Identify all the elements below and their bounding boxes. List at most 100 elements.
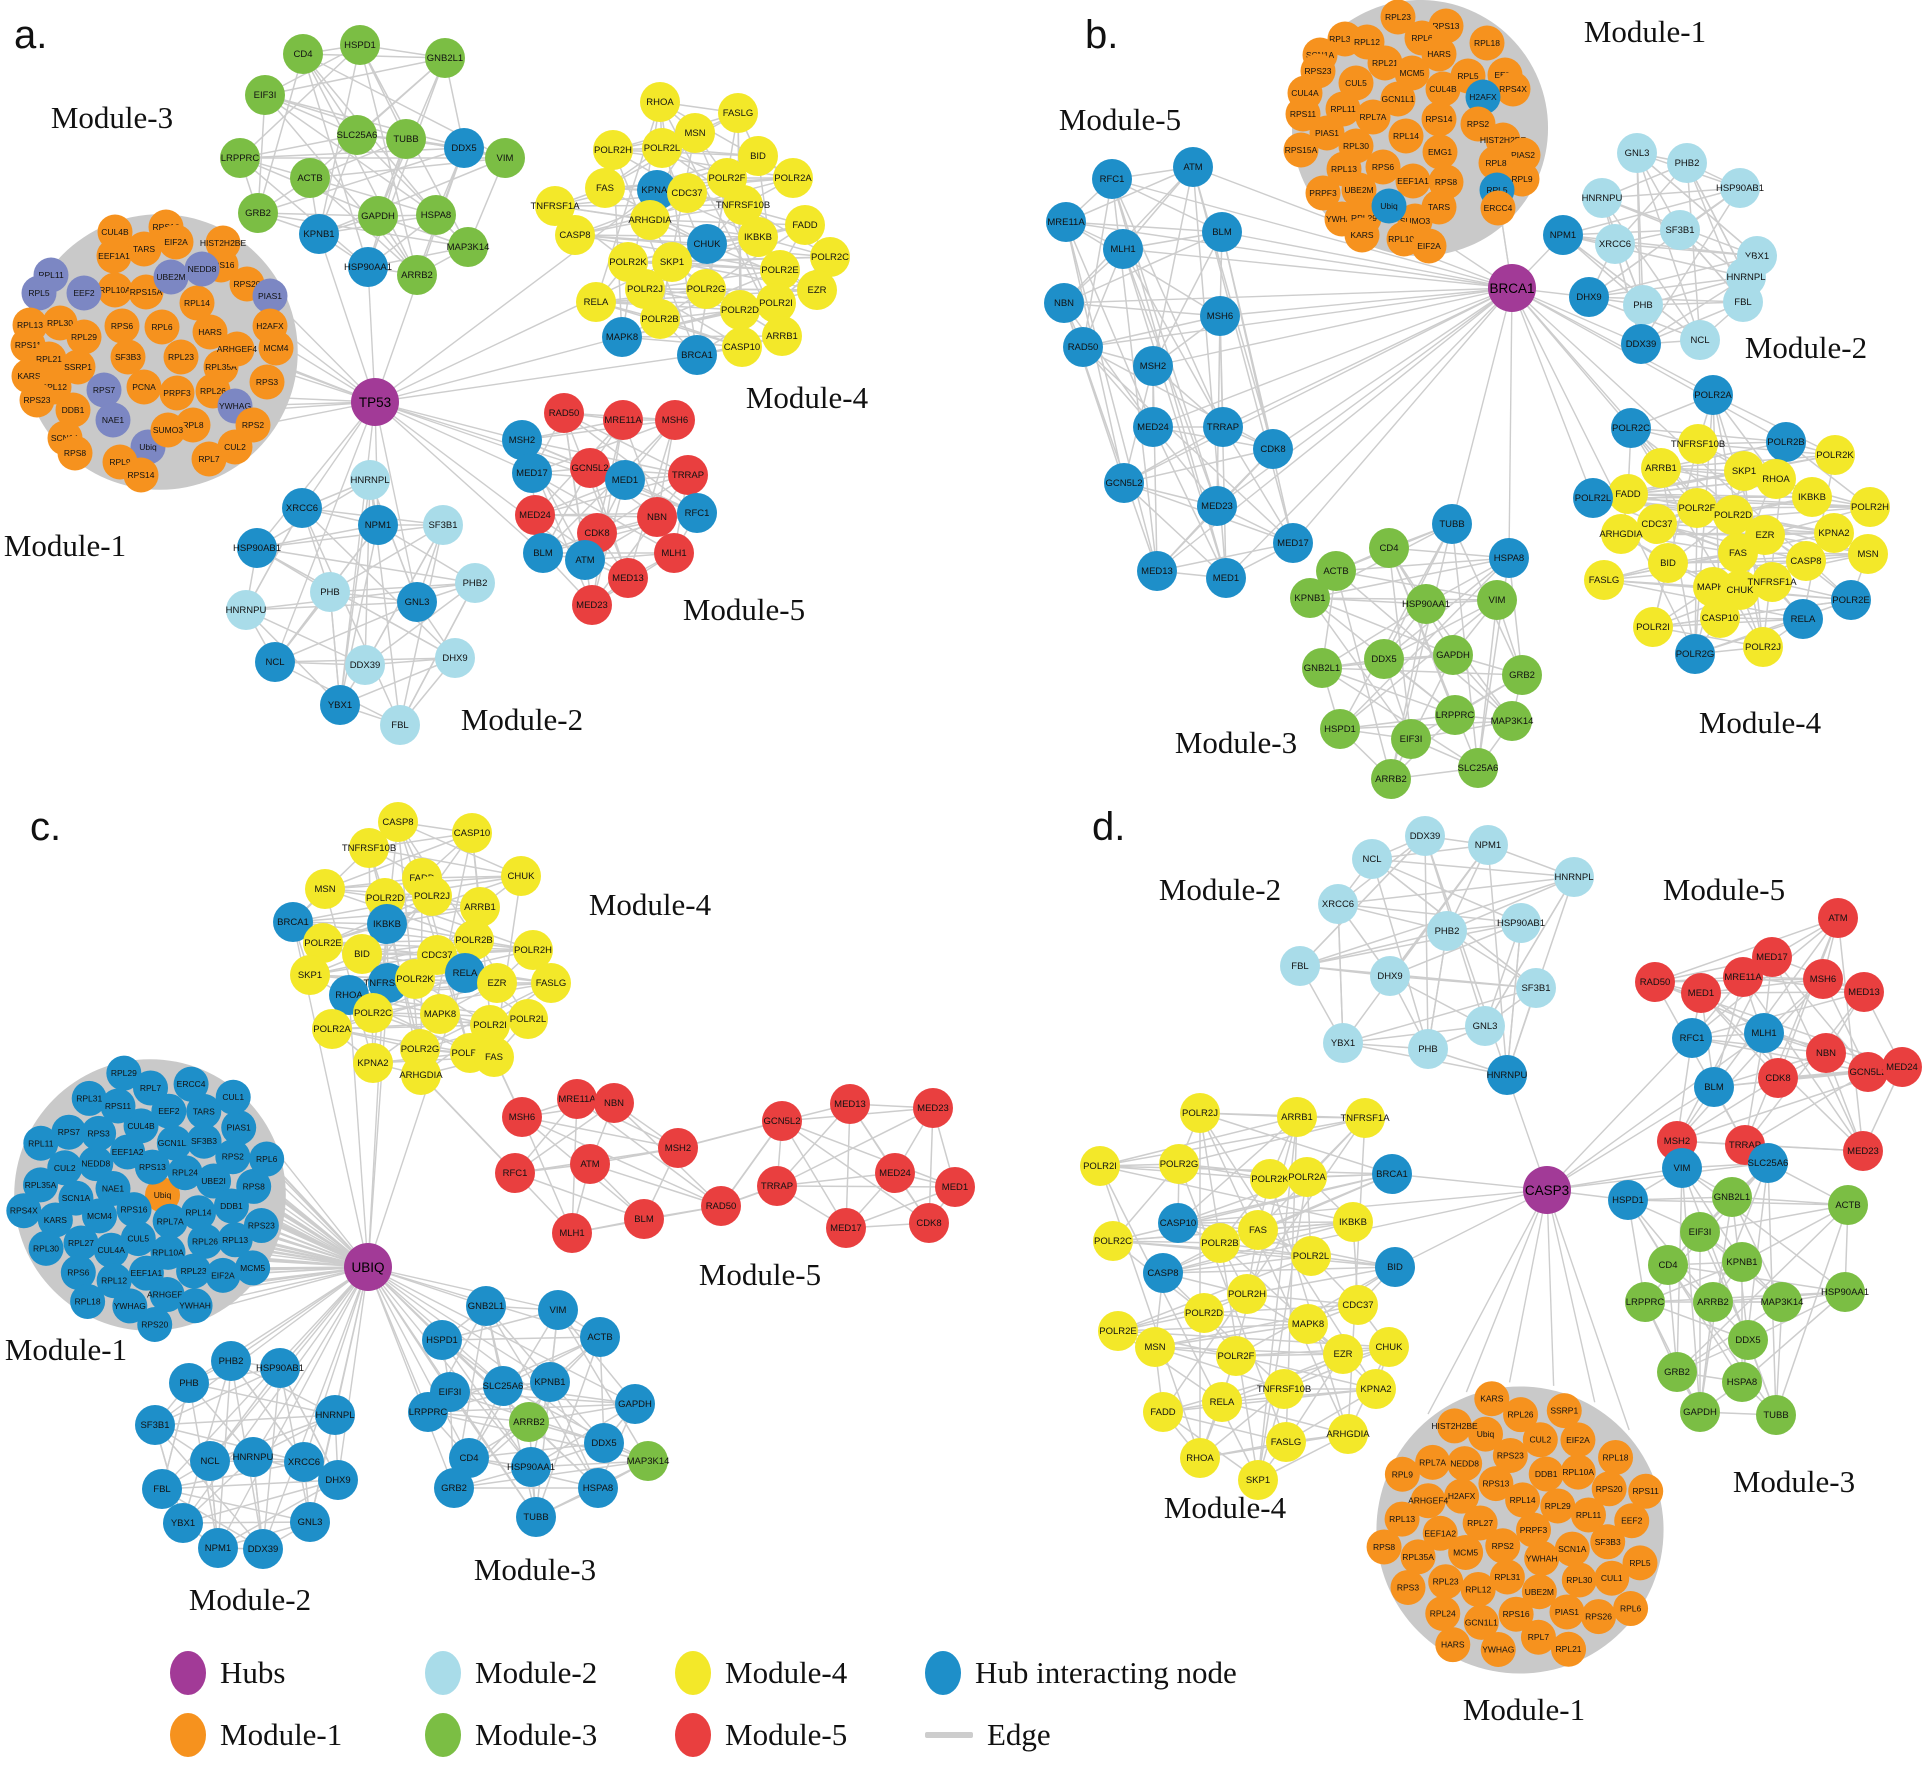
node-ATM[interactable]: ATM — [570, 1144, 610, 1184]
node-MCM4[interactable]: MCM4 — [258, 330, 294, 366]
node-KARS[interactable]: KARS — [37, 1202, 73, 1238]
node-PCNA[interactable]: PCNA — [126, 369, 162, 405]
node-RPL30[interactable]: RPL30 — [28, 1230, 64, 1266]
node-RPL7A[interactable]: RPL7A — [1415, 1444, 1451, 1480]
node-CD4[interactable]: CD4 — [1648, 1245, 1688, 1285]
node-HSP90AB1[interactable]: HSP90AB1 — [1716, 168, 1764, 208]
node-POLR2A[interactable]: POLR2A — [1693, 375, 1733, 415]
node-NEDD8[interactable]: NEDD8 — [1447, 1446, 1483, 1482]
node-GCN5L2[interactable]: GCN5L2 — [1104, 463, 1144, 503]
node-NAE1[interactable]: NAE1 — [95, 402, 131, 438]
node-FADD[interactable]: FADD — [785, 205, 825, 245]
node-EIF2A[interactable]: EIF2A — [205, 1257, 241, 1293]
node-MSH2[interactable]: MSH2 — [658, 1128, 698, 1168]
node-MLH1[interactable]: MLH1 — [654, 533, 694, 573]
node-FADD[interactable]: FADD — [1608, 474, 1648, 514]
node-HSP90AA1[interactable]: HSP90AA1 — [344, 247, 392, 287]
node-MED24[interactable]: MED24 — [875, 1153, 915, 1193]
node-TNFRSF10B[interactable]: TNFRSF10B — [1257, 1369, 1311, 1409]
node-RPL18[interactable]: RPL18 — [1598, 1439, 1634, 1475]
node-RHOA[interactable]: RHOA — [640, 82, 680, 122]
node-RPL14[interactable]: RPL14 — [1505, 1482, 1541, 1518]
node-SKP1[interactable]: SKP1 — [1724, 451, 1764, 491]
node-GNL3[interactable]: GNL3 — [397, 582, 437, 622]
node-ARHGEF4[interactable]: ARHGEF4 — [217, 331, 257, 367]
node-GCN5L2[interactable]: GCN5L2 — [762, 1101, 802, 1141]
node-MRE11A[interactable]: MRE11A — [1723, 957, 1763, 997]
node-GNB2L1[interactable]: GNB2L1 — [466, 1286, 506, 1326]
node-RPL18[interactable]: RPL18 — [1469, 25, 1505, 61]
node-DDX39[interactable]: DDX39 — [1405, 816, 1445, 856]
node-GCN1L1[interactable]: GCN1L1 — [1463, 1604, 1499, 1640]
node-BID[interactable]: BID — [738, 136, 778, 176]
node-RPS4X[interactable]: RPS4X — [6, 1193, 42, 1229]
node-RPS13[interactable]: RPS13 — [1478, 1466, 1514, 1502]
node-POLR2L[interactable]: POLR2L — [508, 999, 548, 1039]
node-HSP90AB1[interactable]: HSP90AB1 — [256, 1348, 304, 1388]
node-POLR2A[interactable]: POLR2A — [1287, 1157, 1327, 1197]
node-RPL13[interactable]: RPL13 — [217, 1222, 253, 1258]
node-RELA[interactable]: RELA — [445, 953, 485, 993]
node-DDX5[interactable]: DDX5 — [444, 128, 484, 168]
node-HSP90AB1[interactable]: HSP90AB1 — [233, 528, 281, 568]
node-BID[interactable]: BID — [1648, 543, 1688, 583]
node-ACTB[interactable]: ACTB — [580, 1317, 620, 1357]
node-SSRP1[interactable]: SSRP1 — [60, 349, 96, 385]
node-RPL13[interactable]: RPL13 — [1384, 1501, 1420, 1537]
node-ERCC4[interactable]: ERCC4 — [1480, 190, 1516, 226]
node-CASP8[interactable]: CASP8 — [1143, 1253, 1183, 1293]
node-RPL23[interactable]: RPL23 — [163, 339, 199, 375]
node-UBE2M[interactable]: UBE2M — [1341, 172, 1377, 208]
node-RPS11[interactable]: RPS11 — [100, 1088, 136, 1124]
node-DHX9[interactable]: DHX9 — [1370, 956, 1410, 996]
node-DDB1[interactable]: DDB1 — [1528, 1456, 1564, 1492]
node-POLR2D[interactable]: POLR2D — [1184, 1293, 1224, 1333]
node-ACTB[interactable]: ACTB — [1828, 1185, 1868, 1225]
node-PHB[interactable]: PHB — [310, 572, 350, 612]
node-Ubiq[interactable]: Ubiq — [1468, 1416, 1504, 1452]
node-POLR2F[interactable]: POLR2F — [1216, 1336, 1256, 1376]
node-HNRNPL[interactable]: HNRNPL — [1554, 857, 1594, 897]
node-RPS2[interactable]: RPS2 — [215, 1139, 251, 1175]
node-MED13[interactable]: MED13 — [608, 558, 648, 598]
node-POLR2I[interactable]: POLR2I — [1633, 607, 1673, 647]
node-DDX39[interactable]: DDX39 — [243, 1529, 283, 1569]
node-NBN[interactable]: NBN — [1806, 1033, 1846, 1073]
node-YWHAG[interactable]: YWHAG — [112, 1288, 148, 1324]
node-POLR2B[interactable]: POLR2B — [1766, 422, 1806, 462]
node-VIM[interactable]: VIM — [538, 1290, 578, 1330]
node-RPL23[interactable]: RPL23 — [176, 1253, 212, 1289]
node-ATM[interactable]: ATM — [1173, 147, 1213, 187]
node-SKP1[interactable]: SKP1 — [652, 242, 692, 282]
node-KPNB1[interactable]: KPNB1 — [1722, 1242, 1762, 1282]
node-TNFRSF10B[interactable]: TNFRSF10B — [716, 185, 770, 225]
node-RPS8[interactable]: RPS8 — [236, 1168, 272, 1204]
node-NCL[interactable]: NCL — [1680, 320, 1720, 360]
node-CDC37[interactable]: CDC37 — [667, 173, 707, 213]
node-PHB2[interactable]: PHB2 — [211, 1341, 251, 1381]
node-MAP3K14[interactable]: MAP3K14 — [1491, 701, 1534, 741]
node-FASLG[interactable]: FASLG — [718, 93, 758, 133]
node-RPL14[interactable]: RPL14 — [181, 1195, 217, 1231]
node-RPS6[interactable]: RPS6 — [104, 308, 140, 344]
node-DDX5[interactable]: DDX5 — [1364, 639, 1404, 679]
node-GNB2L1[interactable]: GNB2L1 — [425, 38, 465, 78]
node-RFC1[interactable]: RFC1 — [677, 493, 717, 533]
node-ARRB2[interactable]: ARRB2 — [1371, 759, 1411, 799]
node-ARRB2[interactable]: ARRB2 — [509, 1402, 549, 1442]
node-PHB2[interactable]: PHB2 — [455, 563, 495, 603]
node-FAS[interactable]: FAS — [474, 1037, 514, 1077]
node-ATM[interactable]: ATM — [1818, 898, 1858, 938]
node-MED17[interactable]: MED17 — [1273, 523, 1313, 563]
node-ARHGDIA[interactable]: ARHGDIA — [1599, 514, 1643, 554]
node-RFC1[interactable]: RFC1 — [495, 1153, 535, 1193]
node-BLM[interactable]: BLM — [523, 533, 563, 573]
node-RPL26[interactable]: RPL26 — [1503, 1397, 1539, 1433]
node-SF3B3[interactable]: SF3B3 — [110, 339, 146, 375]
node-CASP8[interactable]: CASP8 — [1786, 541, 1826, 581]
node-MSH2[interactable]: MSH2 — [502, 420, 542, 460]
node-Ubiq[interactable]: Ubiq — [145, 1177, 181, 1213]
node-RPL18[interactable]: RPL18 — [70, 1283, 106, 1319]
node-MED1[interactable]: MED1 — [1206, 558, 1246, 598]
node-RPL27[interactable]: RPL27 — [1462, 1505, 1498, 1541]
